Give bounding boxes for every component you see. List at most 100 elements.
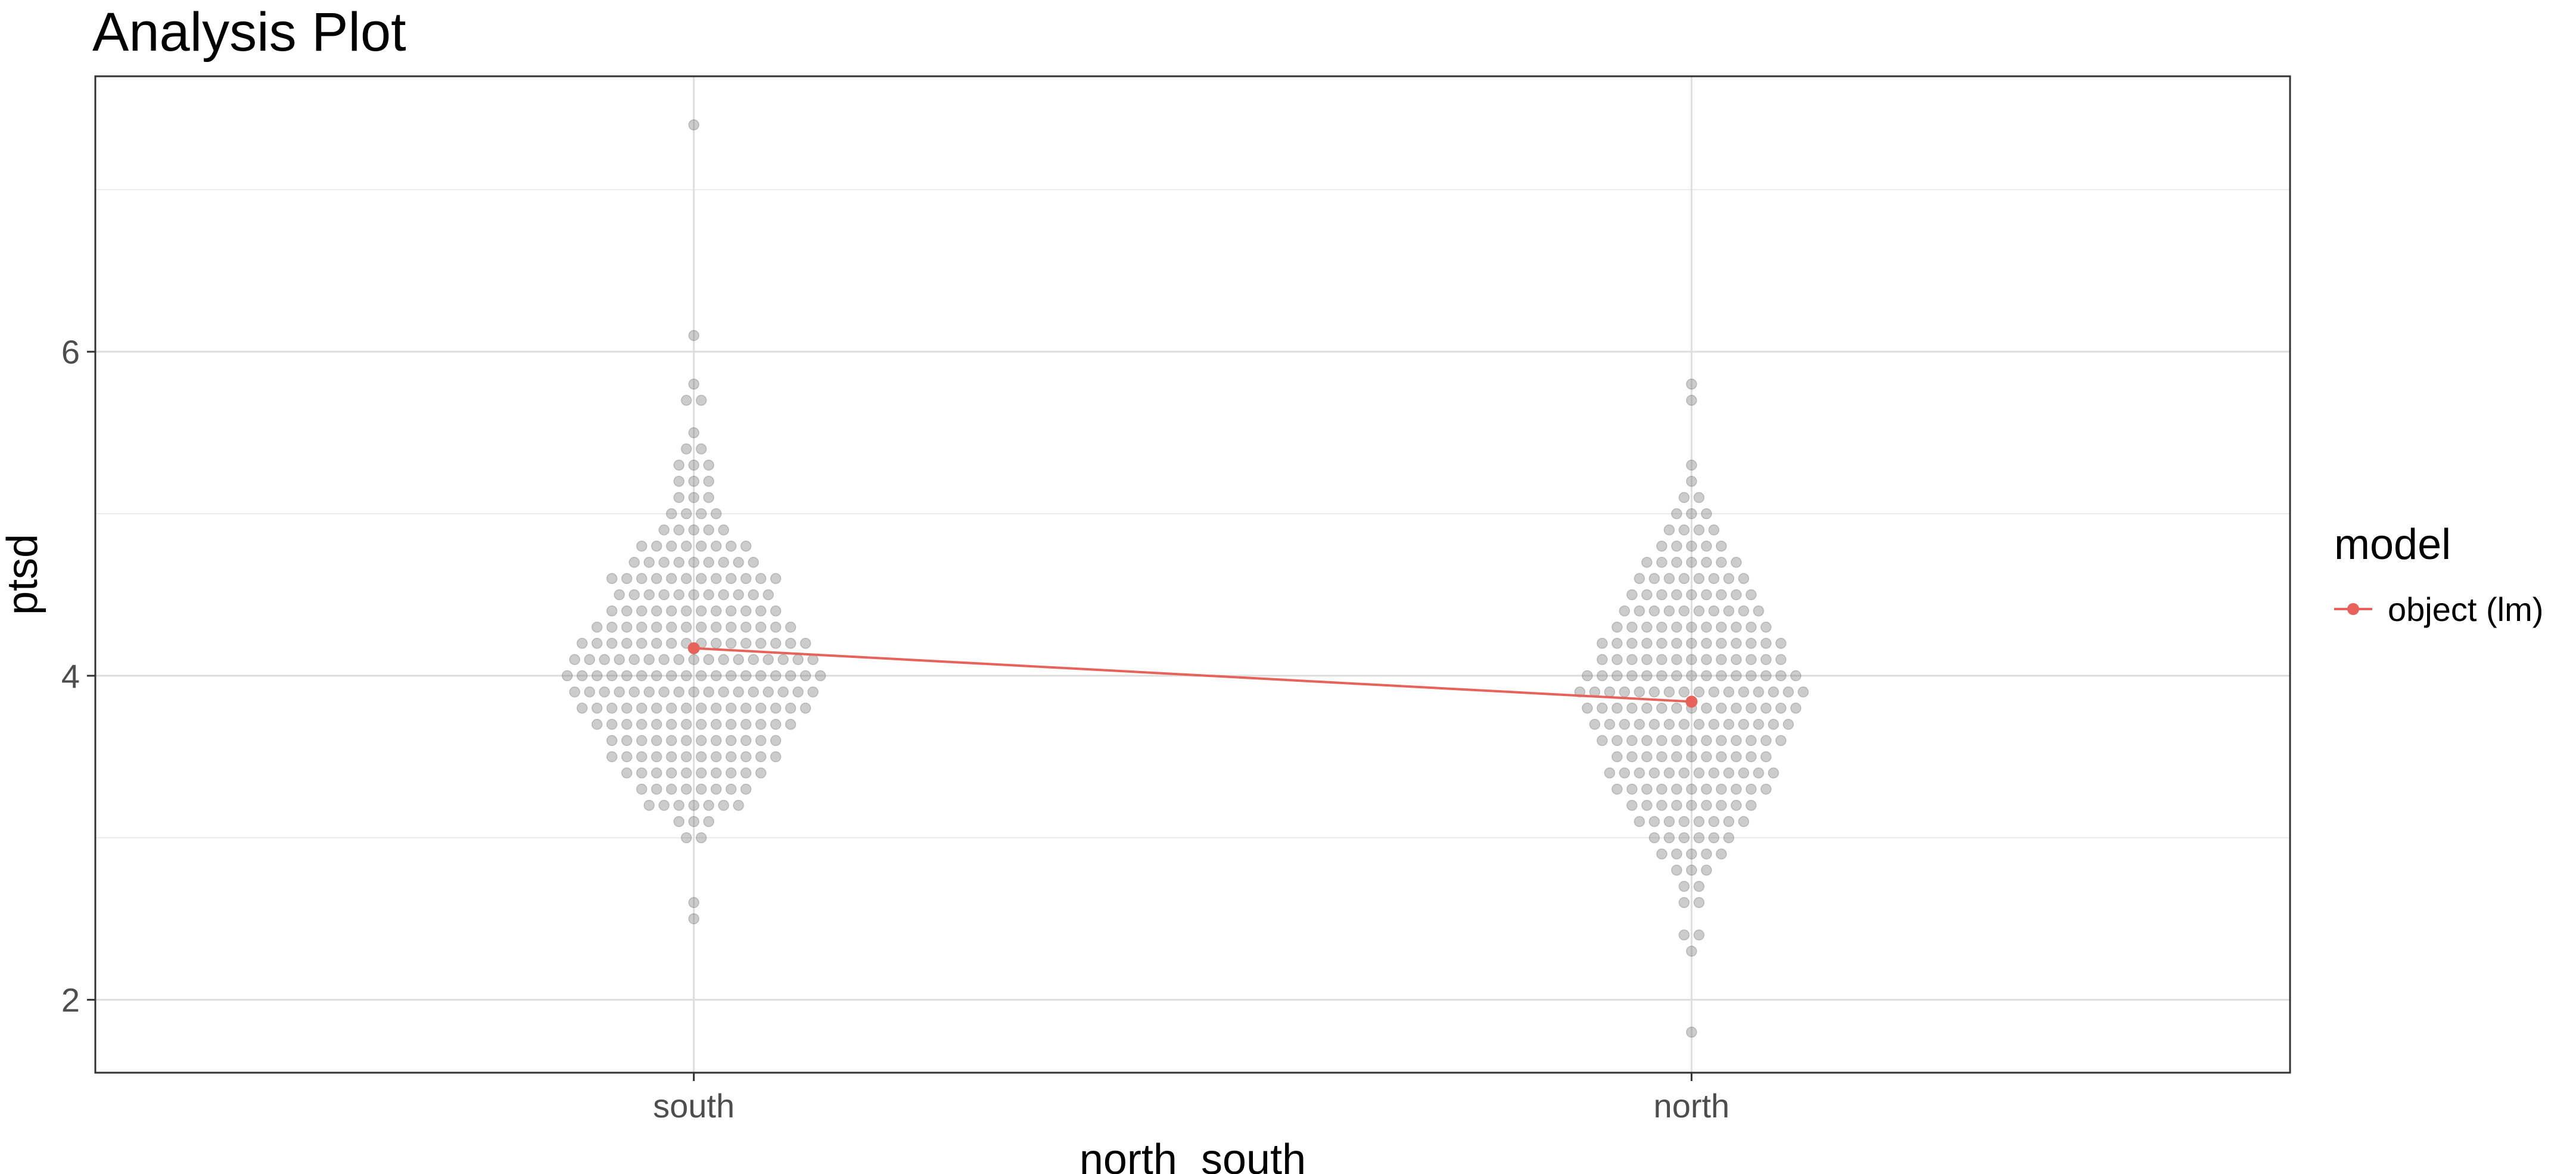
data-point <box>763 686 774 698</box>
data-point <box>621 638 633 649</box>
data-point <box>703 524 714 536</box>
data-point <box>1693 832 1705 844</box>
data-point <box>673 589 685 601</box>
data-point <box>680 541 692 552</box>
data-point <box>688 119 699 131</box>
data-point <box>1708 767 1720 779</box>
data-point <box>703 459 714 471</box>
data-point <box>1686 751 1697 763</box>
data-point <box>1701 541 1712 552</box>
data-point <box>1671 864 1682 876</box>
data-point <box>799 670 811 682</box>
data-point <box>710 670 722 682</box>
data-point <box>1626 589 1638 601</box>
data-point <box>1701 703 1712 714</box>
data-point <box>1731 735 1742 746</box>
data-point <box>710 719 722 730</box>
data-point <box>1701 654 1712 665</box>
data-point <box>1701 638 1712 649</box>
data-point <box>1701 557 1712 568</box>
data-point <box>1626 638 1638 649</box>
data-point <box>636 767 648 779</box>
data-point <box>695 735 707 746</box>
data-point <box>1746 638 1757 649</box>
data-point <box>770 605 782 617</box>
chart-title: Analysis Plot <box>92 2 406 63</box>
data-point <box>725 719 737 730</box>
data-point <box>614 654 625 665</box>
data-point <box>688 897 699 908</box>
data-point <box>1626 751 1638 763</box>
data-point <box>1641 589 1653 601</box>
data-point <box>636 573 648 585</box>
data-point <box>1686 395 1697 406</box>
data-point <box>1693 719 1705 730</box>
data-point <box>1768 767 1779 779</box>
data-point <box>1686 783 1697 795</box>
data-point <box>740 670 752 682</box>
data-point <box>1716 848 1727 860</box>
data-point <box>629 589 640 601</box>
data-point <box>665 638 677 649</box>
legend-key-point <box>2347 603 2359 615</box>
data-point <box>755 735 767 746</box>
data-point <box>665 508 677 520</box>
data-point <box>591 638 603 649</box>
data-point <box>1693 605 1705 617</box>
y-tick-label: 2 <box>61 982 80 1019</box>
data-point <box>1731 622 1742 633</box>
data-point <box>1693 881 1705 892</box>
data-point <box>1701 864 1712 876</box>
data-point <box>710 703 722 714</box>
data-point <box>680 783 692 795</box>
data-point <box>1686 848 1697 860</box>
data-point <box>621 622 633 633</box>
data-point <box>673 800 685 811</box>
data-point <box>665 703 677 714</box>
data-point <box>591 670 603 682</box>
data-point <box>1693 929 1705 941</box>
data-point <box>673 816 685 827</box>
data-point <box>710 783 722 795</box>
data-point <box>725 703 737 714</box>
data-point <box>1746 800 1757 811</box>
data-point <box>1648 832 1660 844</box>
data-point <box>1611 783 1623 795</box>
data-point <box>1678 492 1690 504</box>
data-point <box>695 395 707 406</box>
data-point <box>1738 767 1750 779</box>
data-point <box>1686 654 1697 665</box>
x-tick-label: south <box>653 1087 735 1125</box>
data-point <box>1656 622 1667 633</box>
data-point <box>673 492 685 504</box>
data-point <box>1634 573 1645 585</box>
data-point <box>658 589 670 601</box>
data-point <box>725 735 737 746</box>
data-point <box>1663 816 1675 827</box>
data-point <box>1701 848 1712 860</box>
data-point <box>733 654 744 665</box>
data-point <box>1671 751 1682 763</box>
data-point <box>748 557 759 568</box>
data-point <box>1760 670 1772 682</box>
data-point <box>755 622 767 633</box>
data-point <box>643 654 655 665</box>
data-point <box>680 508 692 520</box>
data-point <box>1671 654 1682 665</box>
data-point <box>1648 767 1660 779</box>
data-point <box>725 767 737 779</box>
data-point <box>785 638 797 649</box>
data-point <box>688 589 699 601</box>
data-point <box>1686 800 1697 811</box>
data-point <box>651 638 662 649</box>
legend: model object (lm) <box>2334 521 2543 628</box>
data-point <box>1663 605 1675 617</box>
data-point <box>1760 654 1772 665</box>
data-point <box>643 686 655 698</box>
data-point <box>1716 800 1727 811</box>
data-point <box>710 767 722 779</box>
data-point <box>1641 783 1653 795</box>
data-point <box>1708 686 1720 698</box>
data-point <box>1634 719 1645 730</box>
